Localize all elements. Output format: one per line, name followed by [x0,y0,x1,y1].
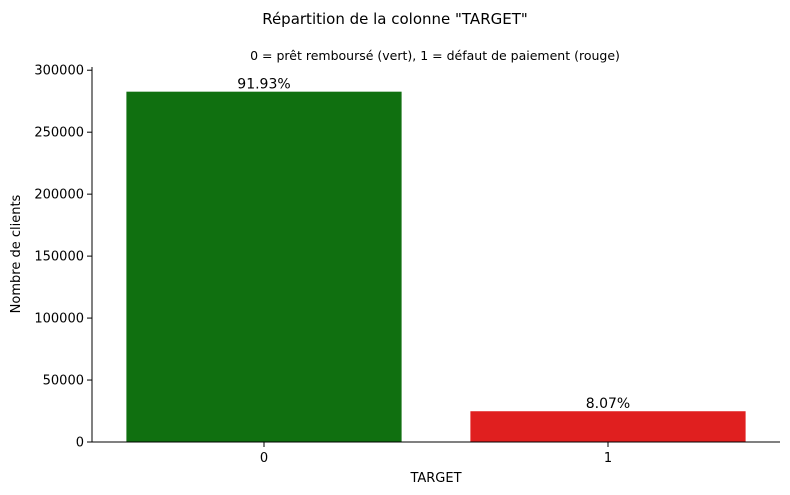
x-axis-label: TARGET [409,471,461,486]
plot-area: 0 50000 100000 150000 200000 250000 300000 0 91.… [34,64,746,466]
bar-0 [126,91,402,442]
bar-1 [470,411,746,442]
y-tick-label: 250000 [34,126,84,141]
y-tick-label: 150000 [34,250,84,265]
chart-subtitle: 0 = prêt remboursé (vert), 1 = défaut de… [250,48,620,63]
y-tick-label: 0 [76,436,84,451]
y-axis-label: Nombre de clients [9,194,24,313]
y-tick-label: 200000 [34,188,84,203]
y-tick-label: 300000 [34,64,84,79]
y-tick-label: 50000 [43,374,84,389]
x-tick-label: 0 [260,451,268,466]
data-label-1: 8.07% [586,396,630,412]
chart-title: Répartition de la colonne "TARGET" [262,10,528,28]
x-tick-label: 1 [604,451,612,466]
data-label-0: 91.93% [237,77,290,93]
y-tick-label: 100000 [34,312,84,327]
